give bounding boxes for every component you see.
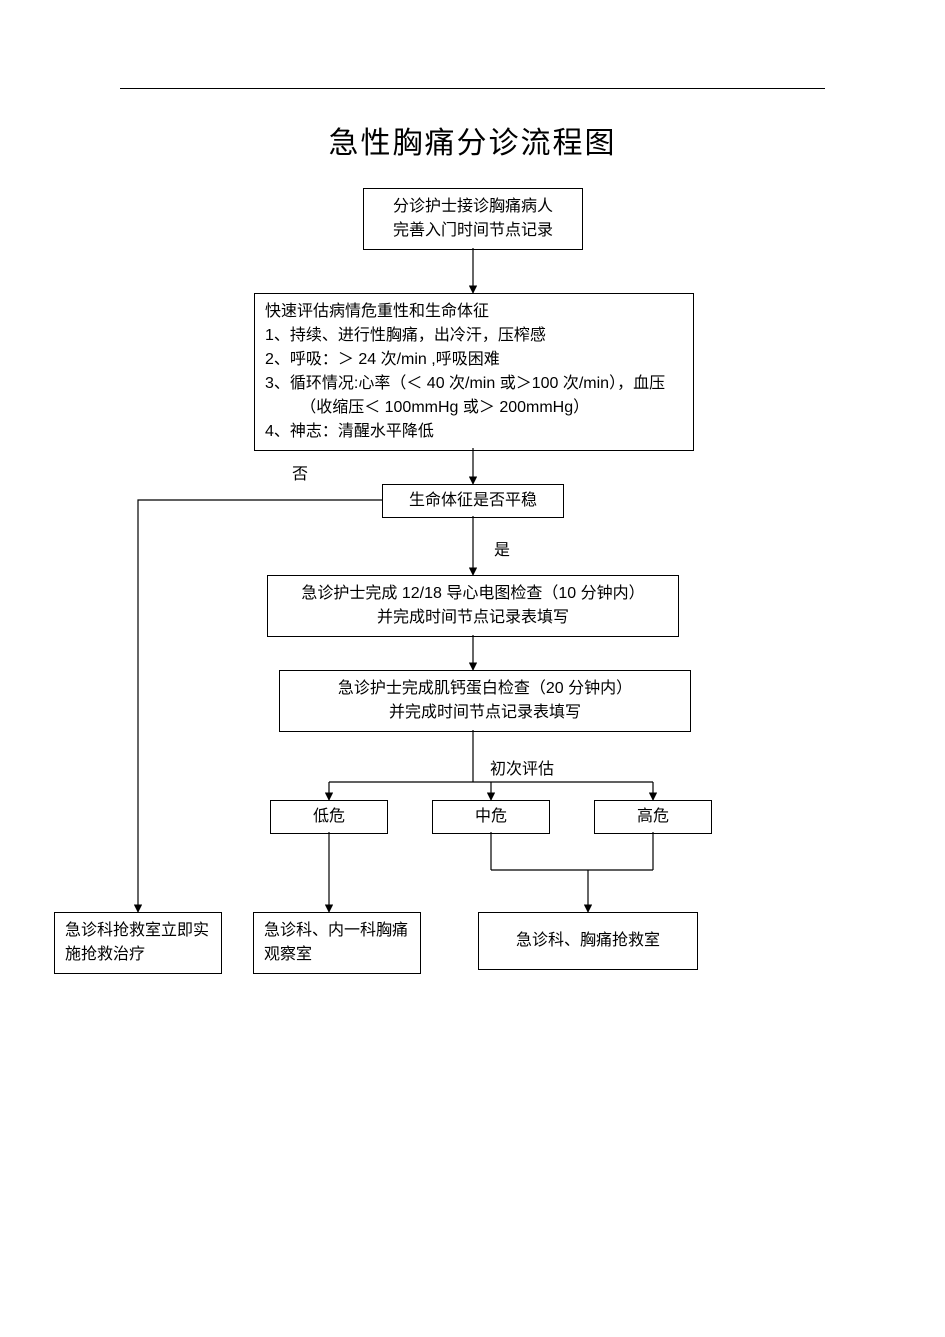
node-start: 分诊护士接诊胸痛病人 完善入门时间节点记录 [363,188,583,250]
node-outcome-low-text: 急诊科、内一科胸痛观察室 [264,922,408,963]
node-high-risk-text: 高危 [637,808,669,825]
node-assess-item-3: 3、循环情况:心率（＜ 40 次/min 或＞100 次/min），血压（收缩压… [265,372,683,420]
node-assess-item-2: 2、呼吸：＞ 24 次/min ,呼吸困难 [265,348,683,372]
node-outcome-unstable-text: 急诊科抢救室立即实施抢救治疗 [65,922,209,963]
top-rule [120,88,825,89]
node-high-risk: 高危 [594,800,712,834]
node-assess-item-4: 4、神志：清醒水平降低 [265,420,683,444]
node-stable-text: 生命体征是否平稳 [409,492,537,509]
edge-label-no: 否 [292,460,308,484]
node-low-risk-text: 低危 [313,808,345,825]
node-outcome-low: 急诊科、内一科胸痛观察室 [253,912,421,974]
node-ecg-line1: 急诊护士完成 12/18 导心电图检查（10 分钟内） [301,585,644,602]
node-low-risk: 低危 [270,800,388,834]
page: 急性胸痛分诊流程图 分诊护士接诊胸痛病人 完善入门时间节点记录 快速评估病情危重… [0,0,945,1337]
node-troponin-line1: 急诊护士完成肌钙蛋白检查（20 分钟内） [338,680,632,697]
node-outcome-unstable: 急诊科抢救室立即实施抢救治疗 [54,912,222,974]
node-ecg-line2: 并完成时间节点记录表填写 [377,609,569,626]
edge-label-yes-text: 是 [494,542,510,559]
node-mid-risk: 中危 [432,800,550,834]
page-title: 急性胸痛分诊流程图 [0,118,945,162]
edge-label-no-text: 否 [292,466,308,483]
node-mid-risk-text: 中危 [475,808,507,825]
edge-label-yes: 是 [494,536,510,560]
node-assess-header: 快速评估病情危重性和生命体征 [265,303,489,320]
edge-label-initial-eval: 初次评估 [490,755,554,779]
node-start-line2: 完善入门时间节点记录 [393,222,553,239]
node-assess-item-1: 1、持续、进行性胸痛，出冷汗，压榨感 [265,324,683,348]
node-stable: 生命体征是否平稳 [382,484,564,518]
node-assess: 快速评估病情危重性和生命体征 1、持续、进行性胸痛，出冷汗，压榨感 2、呼吸：＞… [254,293,694,451]
node-outcome-high: 急诊科、胸痛抢救室 [478,912,698,970]
node-ecg: 急诊护士完成 12/18 导心电图检查（10 分钟内） 并完成时间节点记录表填写 [267,575,679,637]
node-outcome-high-text: 急诊科、胸痛抢救室 [516,932,660,949]
edge-label-initial-eval-text: 初次评估 [490,761,554,778]
node-start-line1: 分诊护士接诊胸痛病人 [393,198,553,215]
node-troponin-line2: 并完成时间节点记录表填写 [389,704,581,721]
node-troponin: 急诊护士完成肌钙蛋白检查（20 分钟内） 并完成时间节点记录表填写 [279,670,691,732]
